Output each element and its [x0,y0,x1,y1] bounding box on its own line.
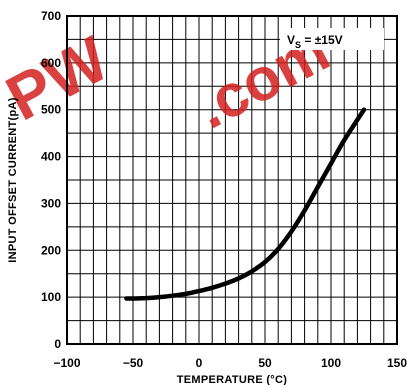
plot-frame [66,15,398,345]
y-tick-label: 500 [41,103,61,117]
series-line [124,107,367,301]
y-tick-label: 100 [41,290,61,304]
y-tick-label: 600 [41,56,61,70]
x-tick-label: 0 [196,356,203,370]
y-tick-label: 700 [41,9,61,23]
annotation-text: VS = ±15V [287,33,343,50]
x-tick-label: 50 [258,356,272,370]
y-axis-label: INPUT OFFSET CURRENT(pA) [7,97,19,263]
x-axis-label: TEMPERATURE (°C) [177,374,287,385]
tick-labels: −100 −50 0 50 100 150 0 100 200 300 400 500 600 700 [41,9,407,370]
annotation-bg [280,28,384,50]
x-tick-label: −100 [53,356,80,370]
y-tick-label: 200 [41,243,61,257]
y-tick-label: 0 [54,337,61,351]
x-tick-label: 100 [321,356,341,370]
y-tick-label: 300 [41,196,61,210]
annotation: VS = ±15V [280,28,384,50]
y-tick-label: 400 [41,150,61,164]
grid [66,15,398,345]
x-tick-label: −50 [123,356,144,370]
x-tick-label: 150 [387,356,407,370]
